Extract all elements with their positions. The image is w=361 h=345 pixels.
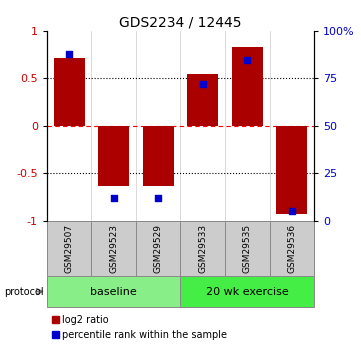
Legend: log2 ratio, percentile rank within the sample: log2 ratio, percentile rank within the s… [52, 315, 227, 340]
Text: GSM29529: GSM29529 [154, 224, 163, 273]
Title: GDS2234 / 12445: GDS2234 / 12445 [119, 16, 242, 30]
Text: GSM29523: GSM29523 [109, 224, 118, 273]
Bar [232, 47, 263, 126]
Point [200, 81, 206, 87]
Text: GSM29533: GSM29533 [198, 224, 207, 273]
Bar [136, 221, 180, 276]
Bar [91, 221, 136, 276]
Point [111, 195, 117, 201]
Text: GSM29536: GSM29536 [287, 224, 296, 273]
Point [289, 208, 295, 214]
Bar [225, 221, 270, 276]
Bar [47, 221, 91, 276]
Text: baseline: baseline [90, 287, 137, 296]
Bar [53, 58, 85, 126]
Text: protocol: protocol [4, 287, 43, 296]
Point [66, 51, 72, 57]
Text: GSM29535: GSM29535 [243, 224, 252, 273]
Bar [180, 221, 225, 276]
Text: 20 wk exercise: 20 wk exercise [206, 287, 289, 296]
Point [155, 195, 161, 201]
Bar [270, 221, 314, 276]
Bar [47, 276, 180, 307]
Bar [180, 276, 314, 307]
Bar [276, 126, 307, 214]
Bar [143, 126, 174, 186]
Bar [98, 126, 129, 186]
Text: GSM29507: GSM29507 [65, 224, 74, 273]
Bar [187, 74, 218, 126]
Point [244, 57, 250, 62]
